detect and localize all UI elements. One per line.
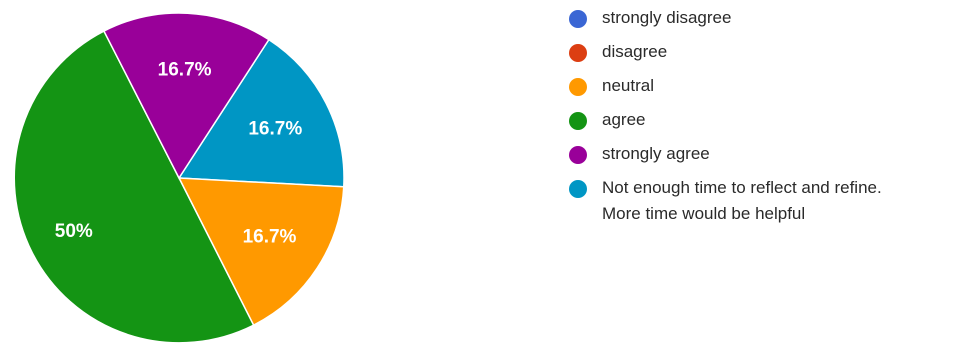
legend-label-0: strongly disagree (602, 5, 731, 31)
pie-slice-3 (13, 30, 255, 344)
legend-item-1: disagree (569, 42, 969, 76)
pie-slices (13, 12, 345, 344)
pie-slice-label-3: 50% (55, 221, 93, 242)
legend-item-4: strongly agree (569, 144, 969, 178)
legend-item-0: strongly disagree (569, 8, 969, 42)
legend-item-2: neutral (569, 76, 969, 110)
legend-swatch-0 (569, 10, 587, 28)
pie-slice-4 (102, 12, 270, 180)
pie-slice-2 (177, 177, 345, 327)
legend-label-2: neutral (602, 73, 654, 99)
legend-label-line: neutral (602, 76, 654, 95)
pie-slice-label-4: 16.7% (158, 60, 212, 81)
legend-swatch-5 (569, 180, 587, 198)
legend-label-4: strongly agree (602, 141, 710, 167)
legend-label-line: More time would be helpful (602, 204, 806, 223)
legend-label-5: Not enough time to reflect and refine. Mo… (602, 175, 882, 227)
legend-label-line: strongly disagree (602, 8, 732, 27)
legend: strongly disagree disagree neutral agree str… (569, 8, 969, 227)
legend-label-3: agree (602, 107, 645, 133)
pie-chart: 16.7% 16.7% 50% 16.7% (13, 12, 345, 344)
legend-item-5: Not enough time to reflect and refine. Mo… (569, 178, 969, 227)
legend-label-line: agree (602, 110, 646, 129)
legend-label-line: Not enough time to reflect and refine. (602, 178, 882, 197)
legend-label-1: disagree (602, 39, 667, 65)
legend-label-line: disagree (602, 42, 668, 61)
legend-swatch-3 (569, 112, 587, 130)
legend-swatch-1 (569, 44, 587, 62)
pie-slice-label-5: 16.7% (248, 119, 302, 140)
legend-swatch-4 (569, 146, 587, 164)
legend-swatch-2 (569, 78, 587, 96)
legend-label-line: strongly agree (602, 144, 710, 163)
pie-chart-svg: 16.7% 16.7% 50% 16.7% (13, 12, 345, 344)
pie-slice-labels: 16.7% 16.7% 50% 16.7% (55, 60, 303, 248)
legend-item-3: agree (569, 110, 969, 144)
pie-slice-label-2: 16.7% (243, 227, 297, 248)
pie-slice-5 (177, 38, 345, 188)
